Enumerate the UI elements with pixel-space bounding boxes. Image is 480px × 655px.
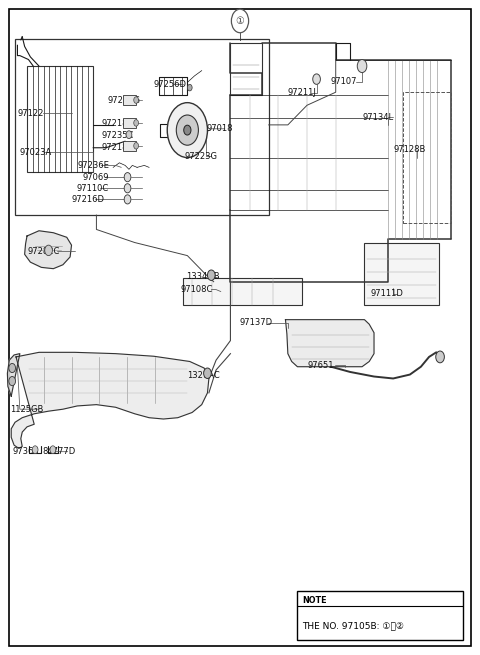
Text: 97218G: 97218G [108, 96, 141, 105]
Polygon shape [11, 352, 209, 449]
Polygon shape [286, 320, 374, 367]
Bar [123, 95, 136, 105]
Text: 97363: 97363 [12, 447, 39, 456]
Circle shape [134, 120, 139, 126]
Text: 97110C: 97110C [76, 184, 108, 193]
Circle shape [124, 173, 131, 181]
Bar [298, 591, 463, 640]
Circle shape [50, 446, 56, 454]
Circle shape [187, 84, 192, 91]
Circle shape [184, 125, 191, 135]
Circle shape [204, 368, 211, 379]
Text: 97256D: 97256D [154, 80, 187, 89]
Bar [15, 39, 269, 215]
Text: 97211J: 97211J [288, 88, 317, 98]
Circle shape [207, 270, 215, 280]
Bar [123, 118, 136, 128]
Bar [230, 43, 262, 96]
Polygon shape [7, 354, 20, 396]
Text: NOTE: NOTE [302, 596, 327, 605]
Polygon shape [24, 231, 72, 269]
Text: 97651: 97651 [307, 361, 334, 370]
Text: 97137D: 97137D [240, 318, 273, 328]
Text: 97218G: 97218G [101, 119, 134, 128]
Circle shape [231, 9, 249, 33]
Text: 97216D: 97216D [72, 195, 105, 204]
Circle shape [134, 143, 139, 149]
Circle shape [134, 97, 139, 103]
Circle shape [313, 74, 321, 84]
Circle shape [357, 60, 367, 73]
Circle shape [176, 115, 198, 145]
Text: 97069: 97069 [82, 173, 108, 181]
Bar [403, 92, 451, 223]
Text: 1334GB: 1334GB [186, 272, 219, 281]
Circle shape [126, 131, 132, 139]
Text: 1125GB: 1125GB [10, 405, 44, 414]
Circle shape [436, 351, 444, 363]
Text: 97111D: 97111D [370, 289, 403, 298]
Circle shape [124, 195, 131, 204]
Text: 97128B: 97128B [393, 145, 426, 154]
Bar [364, 242, 439, 305]
Text: 97122: 97122 [17, 109, 44, 118]
Text: 97018: 97018 [206, 124, 233, 134]
Text: THE NO. 97105B: ①－②: THE NO. 97105B: ①－② [302, 621, 404, 630]
Text: 97108C: 97108C [180, 285, 213, 294]
Text: 97107: 97107 [331, 77, 358, 86]
Text: 97218G: 97218G [101, 143, 134, 151]
Circle shape [124, 183, 131, 193]
Text: 1327AC: 1327AC [187, 371, 220, 380]
Text: 97223G: 97223G [185, 152, 218, 160]
Bar [27, 66, 93, 172]
Bar [182, 278, 302, 305]
Circle shape [167, 103, 207, 158]
Bar [123, 141, 136, 151]
Circle shape [45, 245, 52, 255]
Text: 97023A: 97023A [20, 148, 52, 157]
Text: 97235C: 97235C [101, 131, 133, 140]
Text: 97134L: 97134L [362, 113, 394, 122]
Circle shape [9, 364, 15, 373]
Circle shape [9, 377, 15, 386]
Text: 97236E: 97236E [77, 161, 109, 170]
Text: 84777D: 84777D [43, 447, 76, 456]
Circle shape [32, 446, 38, 454]
Text: ①: ① [236, 16, 244, 26]
Text: 97282C: 97282C [27, 246, 60, 255]
